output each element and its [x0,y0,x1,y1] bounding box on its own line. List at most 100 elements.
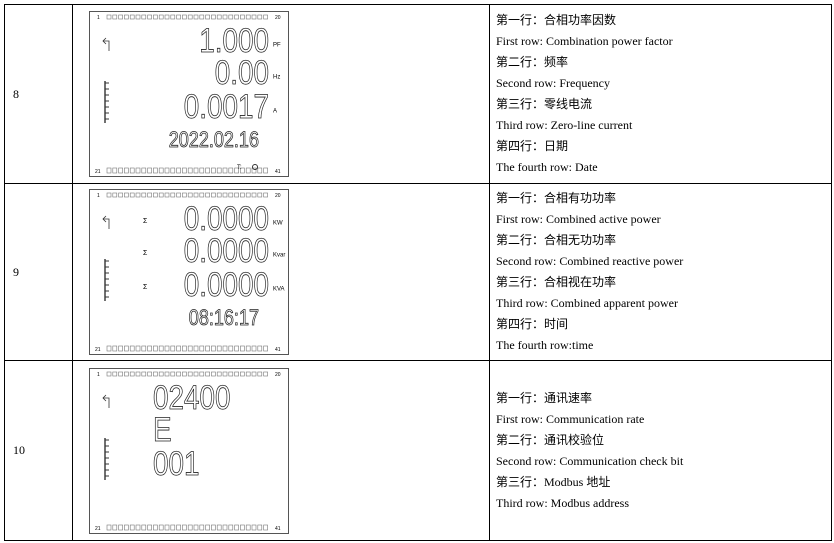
segment [187,345,193,352]
segment [182,345,187,352]
table-row: 10 1 20 21 41 02400 E 001 第一行：通讯速率 First row: Com… [4,360,832,541]
segment [141,14,147,20]
desc-line: The fourth row: Date [496,160,598,174]
segment [199,192,205,198]
segment [141,524,147,530]
scale-label: 1 [97,193,100,199]
desc-line: 第三行：合相视在功率 [496,275,617,289]
segment [222,167,228,174]
segment [153,345,158,352]
segment [240,192,245,198]
segment [263,192,268,198]
segment [124,192,129,198]
segment [240,371,245,376]
segment [251,345,257,352]
description: 第一行：合相功率因数 First row: Combination power f… [489,4,832,184]
segment [158,192,164,198]
lcd-digits: 02400 [153,378,230,416]
segment [106,14,112,20]
lcd-unit: Hz [273,75,280,81]
segment [153,192,158,198]
segment [182,371,187,376]
segment [129,345,135,352]
scale-label: 41 [275,526,281,532]
lcd-unit: Kvar [273,253,285,259]
segment [234,524,239,530]
segment [193,345,199,352]
segment [147,167,152,174]
segment [234,14,239,20]
segment [228,371,234,376]
segment [216,345,222,352]
segment [193,371,199,376]
desc-line: Third row: Modbus address [496,495,629,510]
segment [245,167,251,174]
segment [147,524,152,530]
segment [257,345,263,352]
segment [222,371,228,376]
scale-label: 1 [97,372,100,378]
segment [263,167,268,174]
lcd-digits: 2022.02.16 [169,128,259,152]
segment [182,192,187,198]
segment [118,371,123,376]
segment [193,524,199,530]
segment [234,167,239,174]
lcd-cell: 1 20 21 41 T: 1.000 PF 0.00 Hz 0.0017 A 2022.02.16 [72,4,490,184]
segment [193,14,199,20]
segment [234,371,239,376]
segment [147,192,152,198]
segment [240,345,245,352]
scale-label: 1 [97,15,100,21]
segment [124,167,129,174]
segment [141,192,147,198]
lcd-display: 1 20 21 41 T: 1.000 PF 0.00 Hz 0.0017 A 2022.02.16 [89,11,289,177]
segment [129,371,135,376]
segment [199,524,205,530]
segment [158,167,164,174]
segment [124,371,129,376]
segment [216,524,222,530]
segment [199,167,205,174]
desc-line: 第一行：合相有功功率 [496,191,617,205]
segment [245,371,251,376]
segment [199,345,205,352]
desc-line: 第三行：零线电流 [496,97,593,111]
segment [124,345,129,352]
segment [182,167,187,174]
segment [199,371,205,376]
desc-line: First row: Combination power factor [496,34,673,48]
scale-label: 20 [275,15,281,21]
desc-line: Second row: Combined reactive power [496,254,684,268]
segment [170,192,176,198]
lcd-digits: E [153,410,172,448]
desc-line: 第一行：通讯速率 [496,390,593,405]
segment [106,192,112,198]
scale-label: 41 [275,169,281,175]
segment [153,14,158,20]
segment [205,14,210,20]
segment [124,524,129,530]
segment [129,524,135,530]
segment [141,345,147,352]
segment [112,524,118,530]
segment [211,371,216,376]
segment [211,345,216,352]
segment [112,167,118,174]
segment [211,14,216,20]
segment [263,14,268,20]
segment [176,167,181,174]
segment [257,371,263,376]
arrow-icon [102,394,110,408]
scale-label: 21 [95,526,101,532]
segment [216,192,222,198]
scale-label: 20 [275,193,281,199]
segment [257,524,263,530]
spec-table: 8 1 20 21 41 T: 1.000 PF 0.00 Hz 0.0017 A 2022.02.16… [4,4,832,541]
segment [118,345,123,352]
segment [135,192,141,198]
segment [234,345,239,352]
segment [147,345,152,352]
lcd-digits: 0.00 [215,53,269,91]
